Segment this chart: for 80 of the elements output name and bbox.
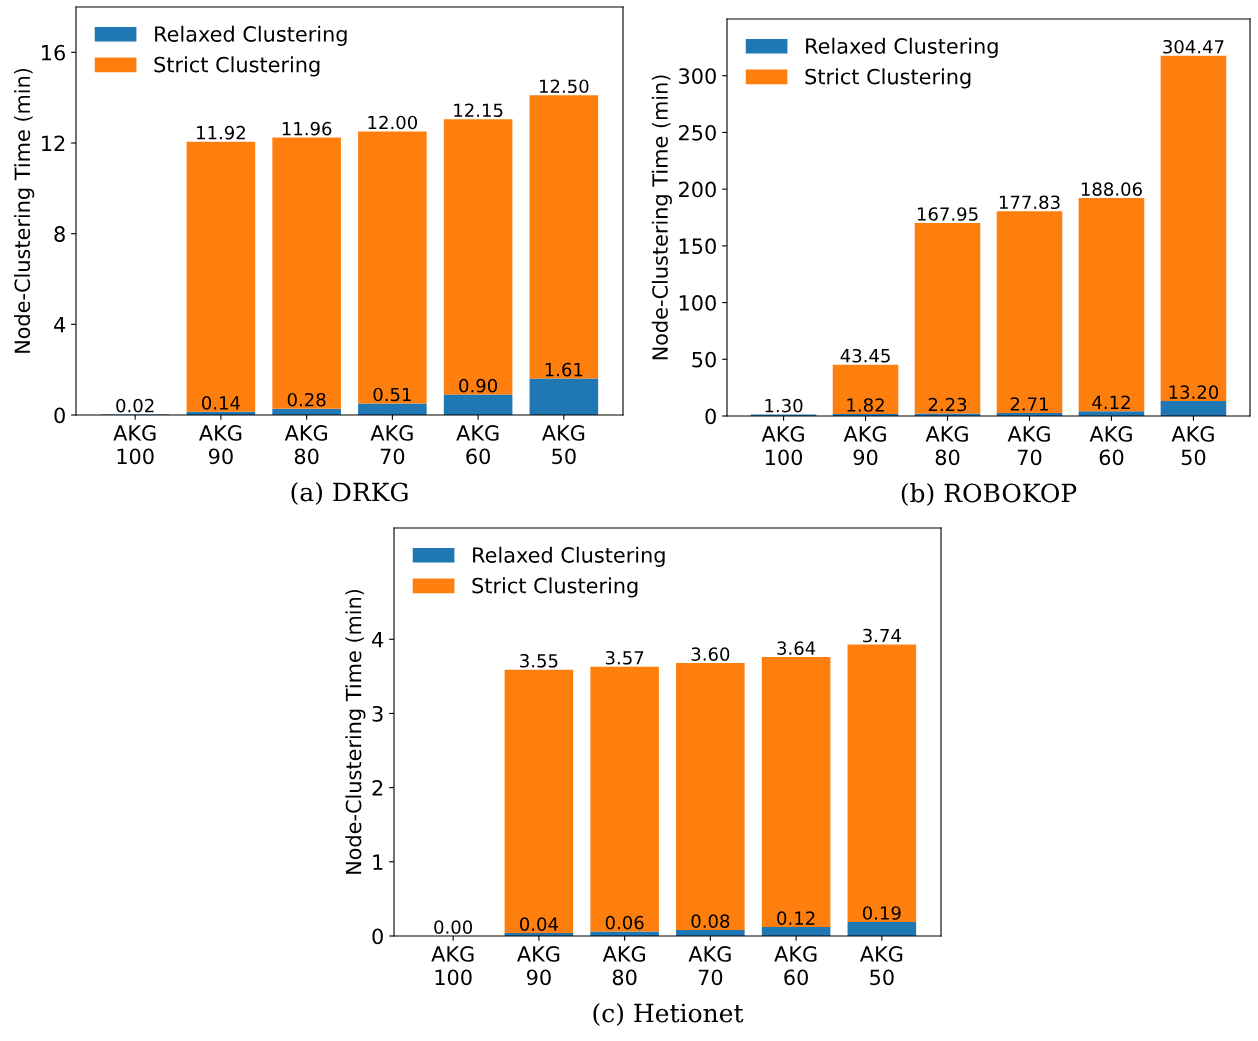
data-label: 3.55	[520, 653, 558, 668]
data-label: 0.06	[605, 915, 644, 930]
data-label: 11.96	[282, 121, 332, 136]
y-tick-label: 0	[372, 928, 383, 945]
y-tick-label: 0	[54, 407, 65, 424]
data-label: 0.12	[777, 911, 815, 925]
data-label: 12.15	[454, 103, 503, 118]
data-label: 43.45	[840, 348, 890, 363]
y-tick-label: 200	[679, 181, 716, 198]
data-label: 167.95	[917, 207, 978, 221]
legend-label: Relaxed Clustering	[473, 546, 665, 567]
data-label: 177.83	[999, 195, 1060, 210]
y-tick-label: 3	[372, 705, 383, 722]
y-tick-label: 2	[372, 780, 383, 796]
x-tick-label: AKG 70	[370, 425, 413, 465]
x-tick-label: AKG 50	[541, 425, 585, 465]
x-tick-label: AKG 80	[925, 426, 968, 466]
x-tick-label: AKG 100	[431, 946, 474, 986]
y-tick-label: 150	[679, 238, 716, 255]
x-tick-label: AKG 100	[761, 426, 804, 466]
data-label: 0.51	[373, 387, 411, 402]
y-tick-label: 250	[679, 124, 716, 141]
x-axis-title: (b) ROBOKOP	[901, 483, 1077, 506]
data-label: 1.82	[847, 398, 884, 412]
data-label: 3.64	[777, 641, 816, 655]
x-tick-label: AKG 80	[602, 946, 645, 986]
y-axis-title: Node-Clustering Time (min)	[651, 75, 672, 360]
data-label: 0.02	[116, 398, 154, 413]
y-tick-label: 16	[42, 44, 65, 61]
data-label: 0.00	[434, 920, 473, 934]
x-tick-label: AKG 50	[1171, 426, 1214, 466]
y-tick-label: 50	[692, 351, 716, 368]
legend-label: Strict Clustering	[154, 56, 320, 77]
legend-label: Strict Clustering	[805, 68, 971, 89]
x-tick-label: AKG 50	[859, 946, 903, 986]
data-label: 304.47	[1163, 39, 1224, 54]
x-tick-label: AKG 60	[456, 425, 499, 465]
data-label: 12.50	[539, 79, 589, 94]
data-label: 188.06	[1081, 182, 1142, 196]
y-tick-label: 8	[54, 226, 65, 242]
data-label: 1.30	[765, 398, 803, 413]
y-tick-label: 100	[679, 295, 716, 311]
data-label: 0.08	[691, 914, 730, 928]
y-tick-label: 12	[42, 135, 65, 151]
y-axis-title: Node-Clustering Time (min)	[14, 68, 35, 353]
y-tick-label: 4	[372, 632, 384, 648]
x-tick-label: AKG 90	[843, 426, 886, 466]
x-tick-label: AKG 90	[517, 946, 560, 986]
x-tick-label: AKG 60	[1089, 426, 1132, 466]
data-label: 3.60	[691, 647, 730, 661]
data-label: 2.71	[1010, 397, 1048, 411]
y-axis-title: Node-Clustering Time (min)	[345, 589, 366, 874]
x-tick-label: AKG 100	[113, 425, 156, 465]
data-label: 0.04	[519, 917, 558, 931]
data-label: 3.74	[863, 628, 901, 643]
data-label: 0.28	[287, 392, 326, 407]
y-tick-label: 4	[54, 317, 66, 333]
data-label: 13.20	[1169, 385, 1219, 399]
data-label: 0.14	[201, 396, 240, 410]
data-label: 2.23	[928, 397, 967, 412]
x-axis-title: (c) Hetionet	[593, 1003, 744, 1026]
legend-label: Relaxed Clustering	[806, 37, 998, 58]
data-label: 0.90	[459, 378, 498, 393]
legend-label: Relaxed Clustering	[155, 25, 347, 46]
x-tick-label: AKG 70	[1007, 426, 1050, 466]
data-label: 11.92	[197, 125, 245, 140]
data-label: 4.12	[1092, 395, 1130, 409]
x-tick-label: AKG 90	[199, 425, 242, 465]
legend-label: Strict Clustering	[472, 577, 638, 598]
x-axis-title: (a) DRKG	[291, 482, 408, 505]
y-tick-label: 300	[679, 68, 716, 84]
x-tick-label: AKG 70	[688, 946, 731, 986]
data-label: 12.00	[368, 115, 418, 130]
y-tick-label: 1	[373, 854, 383, 870]
data-label: 3.57	[605, 650, 644, 665]
y-tick-label: 0	[705, 408, 716, 425]
x-tick-label: AKG 60	[774, 946, 817, 986]
x-tick-label: AKG 80	[284, 425, 327, 465]
data-label: 1.61	[545, 362, 583, 377]
data-label: 0.19	[862, 906, 901, 920]
